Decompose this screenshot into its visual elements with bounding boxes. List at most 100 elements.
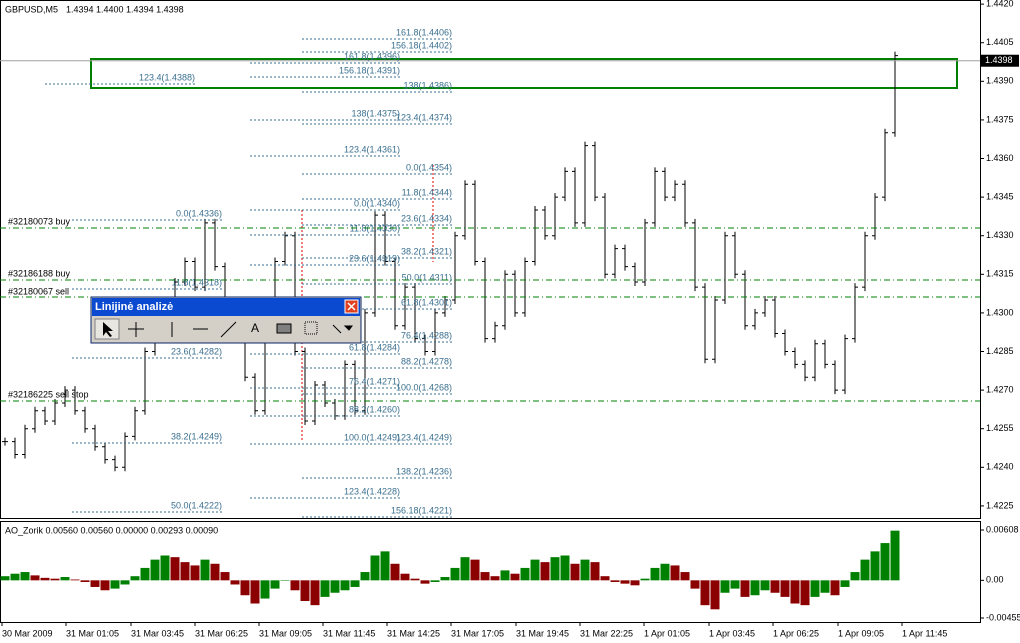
ao-bar xyxy=(100,580,110,591)
price-bar xyxy=(482,257,488,343)
price-bar xyxy=(612,244,618,279)
ao-bar xyxy=(130,576,140,581)
ao-bar xyxy=(60,577,70,581)
price-bar xyxy=(792,347,798,369)
rect-tool[interactable] xyxy=(276,323,292,334)
ao-bar xyxy=(650,567,660,581)
trendline-tool[interactable] xyxy=(220,321,237,338)
price-bar xyxy=(112,455,118,472)
price-bar xyxy=(442,296,448,317)
ao-bar xyxy=(180,562,190,581)
price-bar xyxy=(682,180,688,227)
ao-bar xyxy=(70,579,80,581)
price-bar xyxy=(552,193,558,240)
price-bar xyxy=(472,180,478,266)
price-bar xyxy=(762,296,768,317)
x-tick-label: 1 Apr 11:45 xyxy=(902,628,947,638)
price-bar xyxy=(862,231,868,292)
ao-bar xyxy=(840,580,850,587)
x-tick-label: 31 Mar 09:05 xyxy=(259,628,312,638)
price-bar xyxy=(712,296,718,364)
ao-bar xyxy=(170,557,180,581)
y-tick-label: 1.4300 xyxy=(986,307,1014,317)
y-tick-label: 1.4360 xyxy=(986,153,1014,163)
fib-label: 123.4(1.4388) xyxy=(139,72,195,82)
price-bar xyxy=(452,231,458,305)
price-bar xyxy=(812,339,818,382)
fib-label: 76.4(1.4288) xyxy=(401,330,452,340)
fib-label: 123.4(1.4228) xyxy=(344,486,400,496)
toolbar-window[interactable]: Linijinė analizė A xyxy=(90,296,362,344)
price-bar xyxy=(892,51,898,137)
fib-label: 100.0(1.4249) xyxy=(344,432,400,442)
ao-bar xyxy=(480,572,490,581)
order-label: #32180073 buy xyxy=(8,216,71,226)
rectangle-object[interactable] xyxy=(90,58,958,89)
toolbar-titlebar xyxy=(92,298,360,316)
fib-tool[interactable] xyxy=(304,321,318,335)
price-bar xyxy=(142,347,148,415)
text-tool[interactable]: A xyxy=(251,321,259,335)
fib-label: 88.2(1.4278) xyxy=(401,356,452,366)
ao-bar xyxy=(630,580,640,586)
price-bar xyxy=(652,167,658,227)
ao-bar xyxy=(450,567,460,581)
fib-label: 156.18(1.4391) xyxy=(339,65,400,75)
price-bar xyxy=(572,167,578,227)
ao-bar xyxy=(620,580,630,584)
fib-label: 23.6(1.4282) xyxy=(171,346,222,356)
ao-bar xyxy=(400,573,410,581)
price-bar xyxy=(672,180,678,202)
price-pane xyxy=(0,0,981,519)
fib-label: 50.0(1.4222) xyxy=(171,500,222,510)
ao-bar xyxy=(320,580,330,597)
ao-bar xyxy=(120,580,130,585)
ao-bar xyxy=(420,580,430,584)
price-bar xyxy=(182,257,188,287)
crosshair-tool[interactable] xyxy=(128,322,144,337)
ao-bar xyxy=(310,580,320,606)
ao-bar xyxy=(770,580,780,593)
y-tick-label: 0.00608 xyxy=(986,524,1019,534)
ao-bar xyxy=(280,580,290,581)
fib-label: 0.0(1.4336) xyxy=(176,208,222,218)
price-bar xyxy=(492,321,498,343)
y-tick-label: 1.4255 xyxy=(986,423,1014,433)
ao-bar xyxy=(520,567,530,581)
ao-bar xyxy=(560,555,570,581)
ao-bar xyxy=(160,555,170,581)
y-tick-label: 1.4390 xyxy=(986,76,1014,86)
ao-bar xyxy=(350,580,360,587)
ao-bar xyxy=(270,580,280,589)
ao-bar xyxy=(40,577,50,581)
ao-bar xyxy=(430,580,440,582)
fib-label: 100.0(1.4268) xyxy=(396,382,452,392)
ao-bar xyxy=(740,580,750,597)
fib-label: 38.2(1.4249) xyxy=(171,431,222,441)
price-bar xyxy=(212,218,218,271)
ao-bar xyxy=(470,559,480,581)
price-bar xyxy=(362,308,368,415)
y-tick-label: 1.4315 xyxy=(986,269,1014,279)
ao-bar xyxy=(810,580,820,597)
ao-bar xyxy=(510,573,520,581)
fib-label: 11.8(1.4344) xyxy=(402,187,452,197)
fib-label: 23.6(1.4319) xyxy=(349,253,400,263)
y-tick-label: 1.4420 xyxy=(986,0,1014,8)
ao-bar xyxy=(460,557,470,581)
fib-label: 11.8(1.4330) xyxy=(350,223,400,233)
y-tick-label: 1.4285 xyxy=(986,346,1014,356)
ao-bar xyxy=(590,562,600,581)
fib-label: 123.4(1.4374) xyxy=(396,112,452,122)
price-bar xyxy=(642,218,648,287)
ao-bar xyxy=(680,572,690,581)
price-bar xyxy=(412,283,418,343)
ao-bar xyxy=(90,580,100,587)
fib-label: 156.18(1.4221) xyxy=(391,505,452,515)
x-tick-label: 31 Mar 06:25 xyxy=(195,628,248,638)
price-bar xyxy=(432,308,438,356)
price-bar xyxy=(592,141,598,202)
ao-bar xyxy=(80,580,90,582)
more-tools[interactable] xyxy=(332,324,353,334)
